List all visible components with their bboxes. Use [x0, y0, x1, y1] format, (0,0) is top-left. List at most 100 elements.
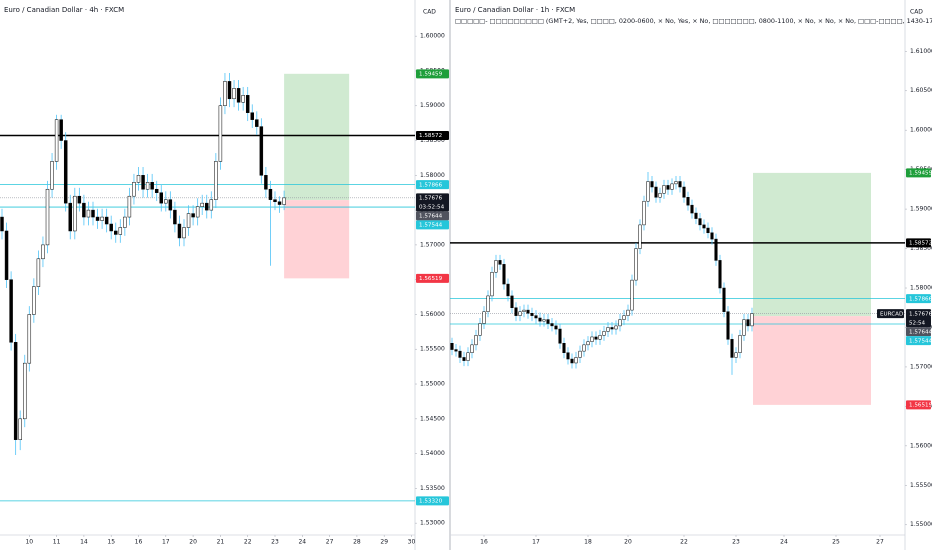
price-badge [906, 336, 931, 346]
candle-body [45, 188, 50, 246]
candle-body [630, 279, 634, 311]
x-tick-label: 30 [408, 539, 416, 546]
candle-body [250, 112, 254, 120]
position-stop-zone [753, 316, 871, 405]
candle-body [27, 314, 32, 364]
candle-body [227, 81, 232, 100]
candle-body [13, 342, 18, 440]
price-badge-label: 1.56519 [909, 403, 932, 409]
candle-body [91, 209, 95, 218]
candle-body [63, 140, 68, 204]
candle-body [168, 199, 173, 211]
candle-body [109, 223, 113, 232]
price-badge-label: 1.57676 [909, 311, 932, 317]
price-badge [906, 327, 931, 337]
currency-label: CAD [910, 9, 923, 16]
candle-body [722, 287, 726, 312]
candle-body [642, 200, 646, 226]
candle-body [277, 201, 282, 205]
x-tick-label: 23 [271, 539, 279, 546]
x-tick-label: 14 [80, 539, 88, 546]
candle-body [702, 224, 706, 229]
candle-body [454, 349, 458, 352]
candle-body [264, 175, 268, 190]
candle-body [494, 260, 498, 273]
candle-body [538, 317, 542, 322]
y-tick-label: 1.57000 [420, 241, 445, 248]
candle-body [502, 264, 506, 285]
candle-body [0, 216, 4, 232]
candle-body [73, 195, 77, 232]
y-tick-label: 1.60000 [910, 127, 932, 134]
y-tick-label: 1.55000 [910, 521, 932, 528]
y-tick-label: 1.58500 [910, 245, 932, 252]
symbol-badge [877, 309, 904, 319]
candle-body [738, 335, 742, 353]
candle-body [241, 95, 245, 103]
candle-body [666, 185, 670, 190]
candle-body [173, 209, 177, 225]
candle-body [730, 339, 734, 358]
symbol-badge-label: EURCAD [880, 311, 903, 317]
indicator-legend: □□□□□- □□□□□□□□□ (GMT+2, Yes, □□□□, 0200… [455, 17, 932, 25]
candle-body [236, 88, 241, 103]
price-badge [416, 180, 449, 190]
candle-body [498, 260, 502, 265]
y-tick-label: 1.55000 [420, 381, 445, 388]
y-tick-label: 1.53500 [420, 485, 445, 492]
candle-body [214, 161, 218, 200]
candle-body [514, 307, 518, 316]
price-badge [906, 309, 931, 328]
candle-body [594, 336, 598, 340]
candle-body [710, 232, 714, 240]
candle-body [718, 260, 722, 289]
y-tick-label: 1.54000 [420, 450, 445, 457]
candle-body [558, 328, 562, 344]
candle-body [546, 319, 550, 324]
candle-body [690, 204, 694, 214]
candle-body [4, 230, 9, 280]
candle-body [82, 202, 86, 218]
candle-body [458, 350, 462, 358]
x-tick-label: 25 [832, 539, 840, 546]
price-badge-label: 1.57644 [419, 214, 443, 220]
candle-body [658, 193, 662, 198]
candle-body [618, 319, 622, 327]
price-badge-label: 1.58572 [419, 133, 442, 139]
price-badge [416, 69, 449, 79]
candle-body [182, 227, 186, 239]
candle-body [570, 358, 574, 364]
y-tick-label: 1.60500 [910, 87, 932, 94]
y-tick-label: 1.59000 [910, 206, 932, 213]
x-tick-label: 22 [680, 539, 688, 546]
y-tick-label: 1.57000 [910, 363, 932, 370]
candle-body [726, 311, 730, 340]
candle-body [255, 119, 259, 127]
candle-body [462, 357, 466, 361]
price-badge-label: 1.57544 [909, 338, 932, 344]
price-badge [906, 168, 931, 178]
y-tick-label: 1.58000 [910, 285, 932, 292]
x-tick-label: 10 [25, 539, 33, 546]
y-tick-label: 1.55500 [910, 482, 932, 489]
x-tick-label: 27 [876, 539, 884, 546]
candle-body [470, 344, 474, 353]
candle-body [670, 183, 674, 190]
candle-body [582, 344, 586, 352]
chart-pane [450, 172, 905, 405]
candle-body [622, 315, 626, 320]
candle-body [177, 223, 182, 239]
candle-body [23, 362, 27, 420]
chart-title: Euro / Canadian Dollar · 4h · FXCM [4, 6, 124, 14]
candle-body [218, 105, 223, 162]
y-tick-label: 1.56000 [420, 311, 445, 318]
price-badge [416, 496, 449, 506]
candle-body [100, 216, 104, 221]
candle-body [474, 335, 478, 346]
price-badge-label: 1.57644 [909, 329, 932, 335]
price-badge [906, 294, 931, 304]
candle-body [159, 192, 163, 204]
y-tick-label: 1.58500 [420, 137, 445, 144]
candle-body [104, 216, 109, 225]
